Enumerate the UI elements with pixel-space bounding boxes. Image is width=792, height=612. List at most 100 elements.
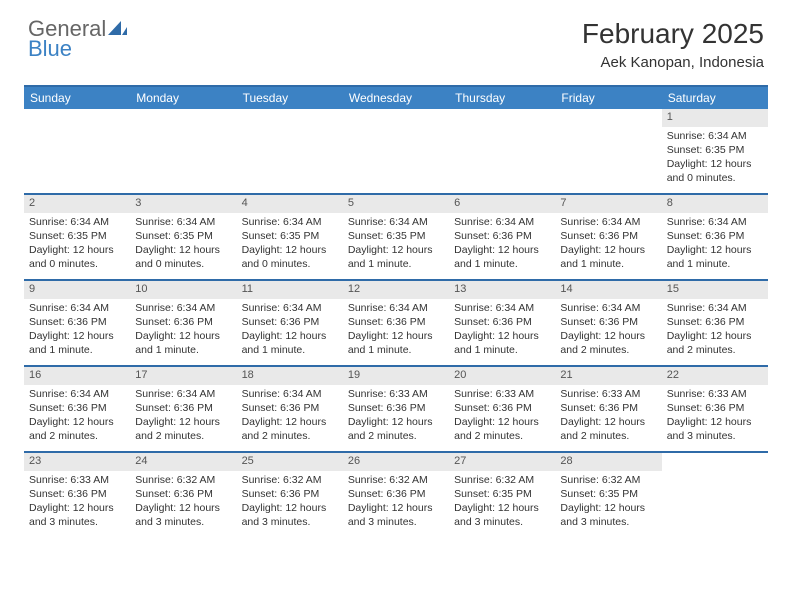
dow-thursday: Thursday — [449, 87, 555, 109]
title-block: February 2025 Aek Kanopan, Indonesia — [582, 18, 764, 71]
daylight-2: and 2 minutes. — [454, 430, 550, 443]
dow-row: Sunday Monday Tuesday Wednesday Thursday… — [24, 87, 768, 109]
sunset: Sunset: 6:36 PM — [242, 402, 338, 415]
daylight-1: Daylight: 12 hours — [348, 330, 444, 343]
daylight-1: Daylight: 12 hours — [135, 502, 231, 515]
daylight-2: and 1 minute. — [454, 258, 550, 271]
day-details: Sunrise: 6:32 AMSunset: 6:36 PMDaylight:… — [237, 474, 343, 535]
sunset: Sunset: 6:36 PM — [348, 488, 444, 501]
daylight-2: and 1 minute. — [29, 344, 125, 357]
day-number: 21 — [555, 367, 661, 385]
daylight-2: and 3 minutes. — [135, 516, 231, 529]
day-cell: 7Sunrise: 6:34 AMSunset: 6:36 PMDaylight… — [555, 195, 661, 279]
day-details: Sunrise: 6:32 AMSunset: 6:36 PMDaylight:… — [130, 474, 236, 535]
sunset: Sunset: 6:36 PM — [667, 316, 763, 329]
day-details: Sunrise: 6:34 AMSunset: 6:36 PMDaylight:… — [449, 216, 555, 277]
sunrise: Sunrise: 6:32 AM — [242, 474, 338, 487]
logo-sail-icon — [108, 18, 128, 40]
day-cell: 18 Sunrise: 6:34 AMSunset: 6:36 PMDayligh… — [237, 367, 343, 451]
day-cell: 17Sunrise: 6:34 AMSunset: 6:36 PMDayligh… — [130, 367, 236, 451]
sunrise: Sunrise: 6:34 AM — [348, 216, 444, 229]
sunrise: Sunrise: 6:33 AM — [454, 388, 550, 401]
day-number: 8 — [662, 195, 768, 213]
daylight-2: and 1 minute. — [348, 344, 444, 357]
dow-saturday: Saturday — [662, 87, 768, 109]
day-cell: 25 Sunrise: 6:32 AMSunset: 6:36 PMDayligh… — [237, 453, 343, 537]
daylight-2: and 3 minutes. — [348, 516, 444, 529]
sunrise: Sunrise: 6:33 AM — [348, 388, 444, 401]
day-cell: 20Sunrise: 6:33 AMSunset: 6:36 PMDayligh… — [449, 367, 555, 451]
dow-wednesday: Wednesday — [343, 87, 449, 109]
dow-monday: Monday — [130, 87, 236, 109]
day-details: Sunrise: 6:33 AMSunset: 6:36 PMDaylight:… — [555, 388, 661, 449]
sunset: Sunset: 6:36 PM — [348, 316, 444, 329]
daylight-2: and 2 minutes. — [135, 430, 231, 443]
logo-text-2: Blue — [28, 38, 128, 60]
day-details: Sunrise: 6:32 AMSunset: 6:36 PMDaylight:… — [343, 474, 449, 535]
sunset: Sunset: 6:36 PM — [135, 316, 231, 329]
day-number: 24 — [130, 453, 236, 471]
sunset: Sunset: 6:36 PM — [667, 402, 763, 415]
day-cell: 16Sunrise: 6:34 AMSunset: 6:36 PMDayligh… — [24, 367, 130, 451]
day-details: Sunrise: 6:34 AMSunset: 6:35 PMDaylight:… — [662, 130, 768, 191]
calendar: Sunday Monday Tuesday Wednesday Thursday… — [24, 85, 768, 537]
day-cell: 6Sunrise: 6:34 AMSunset: 6:36 PMDaylight… — [449, 195, 555, 279]
day-details: Sunrise: 6:34 AMSunset: 6:36 PMDaylight:… — [555, 302, 661, 363]
daylight-1: Daylight: 12 hours — [29, 244, 125, 257]
sunrise: Sunrise: 6:33 AM — [29, 474, 125, 487]
day-number: 12 — [343, 281, 449, 299]
day-cell: 15Sunrise: 6:34 AMSunset: 6:36 PMDayligh… — [662, 281, 768, 365]
day-cell — [237, 109, 343, 193]
day-details: Sunrise: 6:34 AMSunset: 6:36 PMDaylight:… — [24, 302, 130, 363]
day-details: Sunrise: 6:34 AMSunset: 6:36 PMDaylight:… — [130, 388, 236, 449]
day-cell: 4 Sunrise: 6:34 AMSunset: 6:35 PMDaylight… — [237, 195, 343, 279]
day-number: 3 — [130, 195, 236, 213]
day-details: Sunrise: 6:34 AMSunset: 6:36 PMDaylight:… — [237, 388, 343, 449]
daylight-2: and 0 minutes. — [242, 258, 338, 271]
sunrise: Sunrise: 6:34 AM — [454, 302, 550, 315]
day-details: Sunrise: 6:33 AMSunset: 6:36 PMDaylight:… — [24, 474, 130, 535]
sunset: Sunset: 6:36 PM — [454, 230, 550, 243]
sunset: Sunset: 6:36 PM — [454, 402, 550, 415]
day-cell — [662, 453, 768, 537]
day-cell: 22Sunrise: 6:33 AMSunset: 6:36 PMDayligh… — [662, 367, 768, 451]
daylight-2: and 3 minutes. — [29, 516, 125, 529]
sunset: Sunset: 6:35 PM — [29, 230, 125, 243]
day-cell: 8Sunrise: 6:34 AMSunset: 6:36 PMDaylight… — [662, 195, 768, 279]
daylight-2: and 2 minutes. — [242, 430, 338, 443]
day-details: Sunrise: 6:34 AMSunset: 6:36 PMDaylight:… — [662, 302, 768, 363]
day-cell: 23Sunrise: 6:33 AMSunset: 6:36 PMDayligh… — [24, 453, 130, 537]
sunset: Sunset: 6:35 PM — [560, 488, 656, 501]
sunrise: Sunrise: 6:34 AM — [242, 216, 338, 229]
day-cell: 9Sunrise: 6:34 AMSunset: 6:36 PMDaylight… — [24, 281, 130, 365]
daylight-2: and 1 minute. — [667, 258, 763, 271]
day-number: 25 — [237, 453, 343, 471]
day-cell — [24, 109, 130, 193]
day-number: 4 — [237, 195, 343, 213]
day-number: 27 — [449, 453, 555, 471]
day-cell — [555, 109, 661, 193]
day-cell: 11Sunrise: 6:34 AMSunset: 6:36 PMDayligh… — [237, 281, 343, 365]
sunrise: Sunrise: 6:34 AM — [135, 216, 231, 229]
dow-friday: Friday — [555, 87, 661, 109]
daylight-2: and 2 minutes. — [348, 430, 444, 443]
day-number: 1 — [662, 109, 768, 127]
day-number: 22 — [662, 367, 768, 385]
day-details: Sunrise: 6:34 AMSunset: 6:36 PMDaylight:… — [237, 302, 343, 363]
dow-sunday: Sunday — [24, 87, 130, 109]
sunset: Sunset: 6:35 PM — [667, 144, 763, 157]
daylight-2: and 3 minutes. — [560, 516, 656, 529]
location: Aek Kanopan, Indonesia — [582, 54, 764, 71]
sunset: Sunset: 6:35 PM — [135, 230, 231, 243]
daylight-2: and 0 minutes. — [135, 258, 231, 271]
week-row: 1 Sunrise: 6:34 AMSunset: 6:35 PMDaylight… — [24, 109, 768, 193]
day-cell: 26Sunrise: 6:32 AMSunset: 6:36 PMDayligh… — [343, 453, 449, 537]
daylight-2: and 3 minutes. — [454, 516, 550, 529]
day-number: 18 — [237, 367, 343, 385]
daylight-2: and 1 minute. — [560, 258, 656, 271]
day-number: 10 — [130, 281, 236, 299]
sunrise: Sunrise: 6:34 AM — [135, 388, 231, 401]
day-details: Sunrise: 6:34 AMSunset: 6:35 PMDaylight:… — [237, 216, 343, 277]
daylight-1: Daylight: 12 hours — [348, 416, 444, 429]
week-row: 2Sunrise: 6:34 AMSunset: 6:35 PMDaylight… — [24, 193, 768, 279]
